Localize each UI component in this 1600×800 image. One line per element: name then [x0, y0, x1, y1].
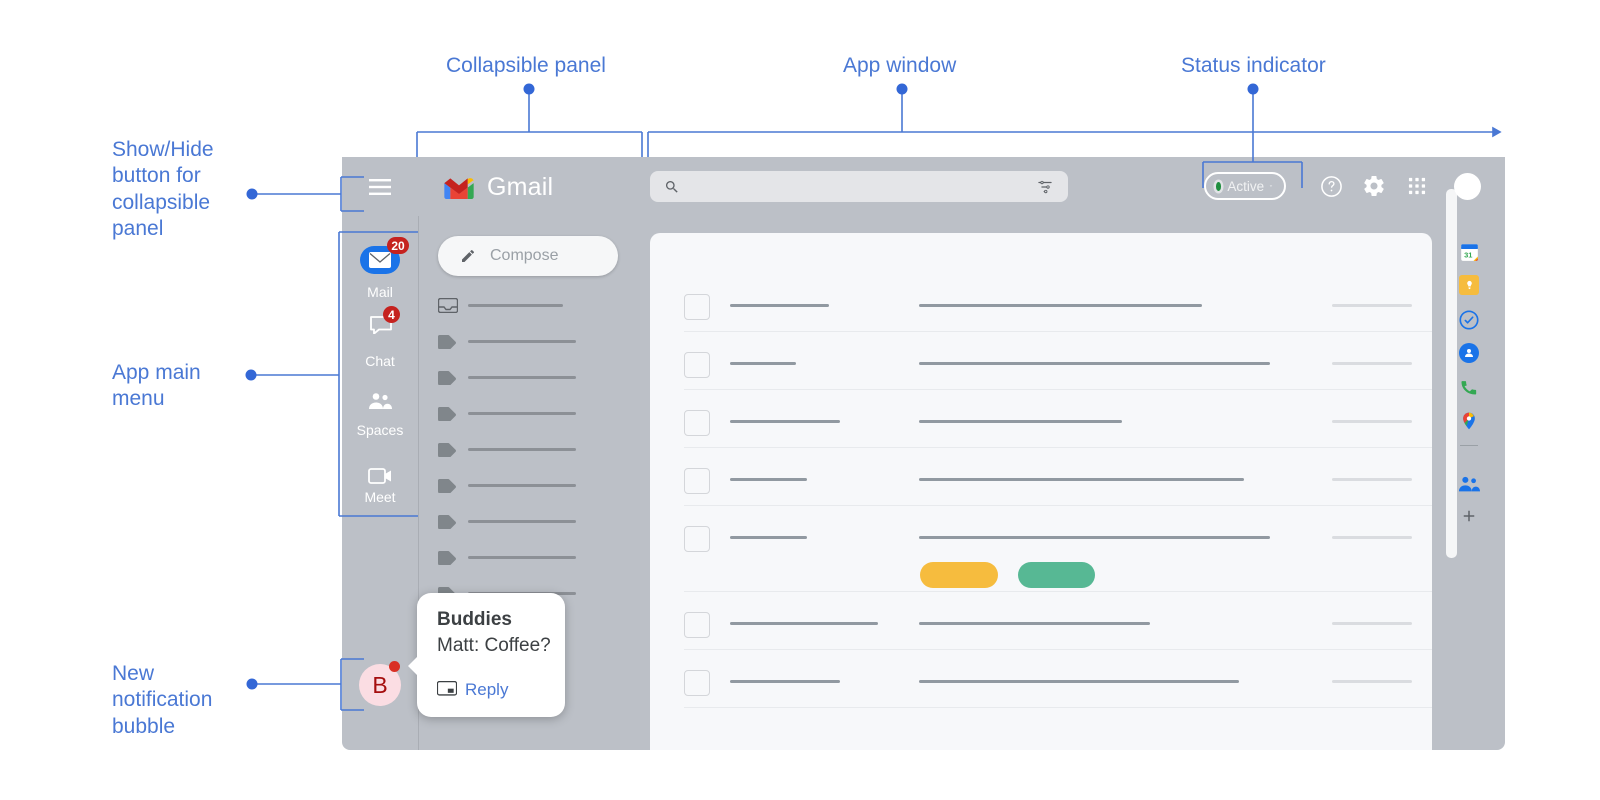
svg-text:31: 31: [1464, 250, 1472, 259]
